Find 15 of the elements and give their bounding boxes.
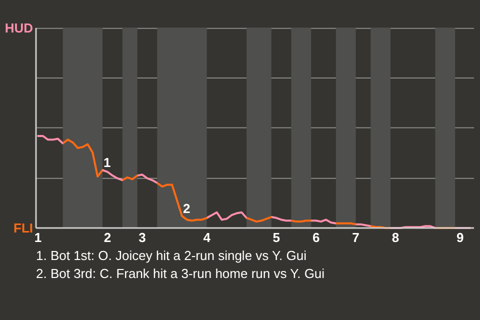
text: FLI bbox=[14, 220, 33, 236]
annotation: 1 bbox=[104, 155, 111, 170]
x-tick-label: 7 bbox=[352, 230, 360, 245]
x-tick-label: 9 bbox=[456, 230, 464, 245]
annotation: 2 bbox=[183, 201, 190, 216]
x-tick-label: 4 bbox=[203, 230, 212, 245]
text: 2. Bot 3rd: C. Frank hit a 3-run home run vs Y. Gui bbox=[36, 266, 325, 281]
x-tick-label: 5 bbox=[272, 230, 280, 245]
x-tick-label: 2 bbox=[104, 230, 112, 245]
text: HUD bbox=[4, 20, 33, 36]
x-tick-label: 1 bbox=[34, 230, 42, 245]
x-tick-label: 3 bbox=[138, 230, 146, 245]
x-tick-label: 8 bbox=[392, 230, 400, 245]
text: 1. Bot 1st: O. Joicey hit a 2-run single vs Y. Gui bbox=[36, 248, 307, 263]
x-tick-label: 6 bbox=[312, 230, 320, 245]
